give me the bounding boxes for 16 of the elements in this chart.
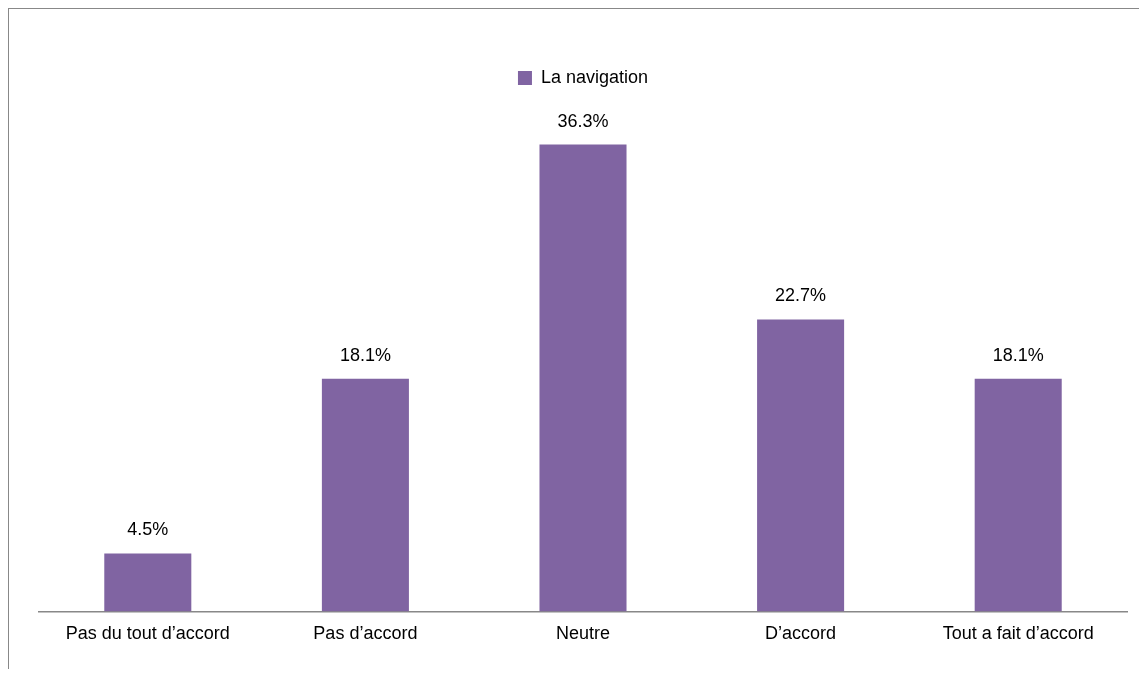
data-label: 22.7%: [775, 285, 827, 306]
data-label: 18.1%: [339, 344, 391, 365]
bar: [539, 144, 627, 612]
x-tick-label: Tout a fait d’accord: [942, 623, 1094, 644]
data-label: 4.5%: [127, 519, 169, 540]
x-tick-label: D’accord: [765, 623, 837, 644]
x-tick-label: Pas du tout d’accord: [65, 623, 230, 644]
bar: [974, 378, 1062, 612]
legend-label: La navigation: [540, 66, 649, 87]
data-label: 36.3%: [557, 110, 609, 131]
bar: [757, 319, 845, 612]
data-label: 18.1%: [992, 344, 1044, 365]
bar: [321, 378, 409, 612]
x-tick-label: Pas d’accord: [313, 623, 418, 644]
bar: [104, 553, 192, 612]
x-tick-label: Neutre: [555, 623, 611, 644]
